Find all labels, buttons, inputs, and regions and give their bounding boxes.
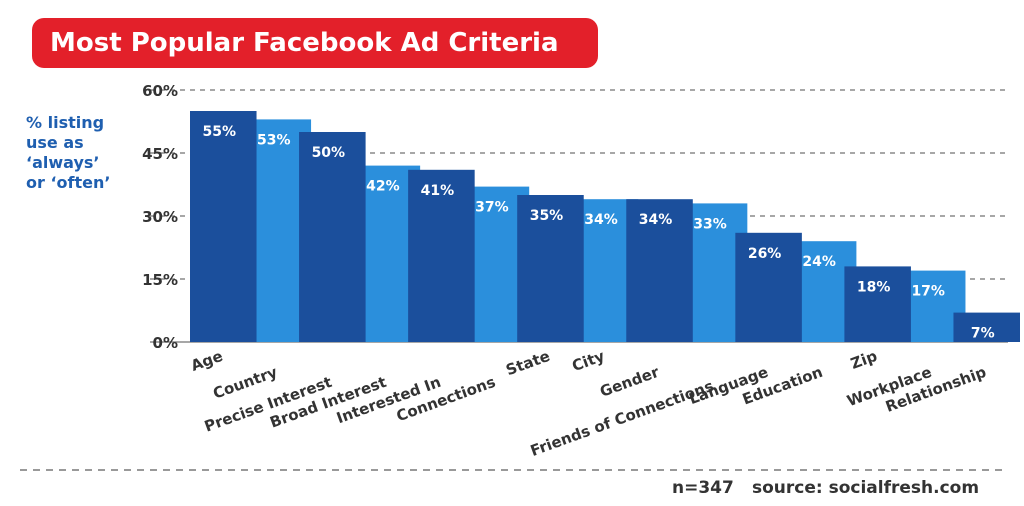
x-tick-label: City xyxy=(570,347,607,375)
y-axis-label-line: or ‘often’ xyxy=(26,173,111,192)
bar xyxy=(517,195,584,342)
y-tick-label: 30% xyxy=(142,208,178,226)
bar xyxy=(190,111,257,342)
data-label: 33% xyxy=(693,216,727,232)
data-label: 41% xyxy=(421,183,455,199)
data-label: 53% xyxy=(257,132,291,148)
data-label: 24% xyxy=(802,254,836,270)
data-label: 18% xyxy=(857,279,891,295)
data-label: 7% xyxy=(971,326,995,342)
value-labels: 55% 53% 50% 42% 41% 37% 35% 34% 34% 33% 26% 24% 18% 1… xyxy=(203,124,995,342)
y-axis-label-line: ‘always’ xyxy=(26,153,100,172)
x-tick-label: Zip xyxy=(848,347,880,373)
data-label: 34% xyxy=(584,212,618,228)
x-tick-label: Gender xyxy=(598,363,662,401)
bar xyxy=(408,169,475,342)
bar xyxy=(299,132,366,342)
bar xyxy=(844,266,911,342)
data-label: 37% xyxy=(475,200,509,216)
x-tick-label: Age xyxy=(188,347,225,375)
bar xyxy=(735,232,802,342)
y-tick-label: 0% xyxy=(153,334,178,352)
x-tick-label: State xyxy=(504,347,553,379)
y-axis-label-line: use as xyxy=(26,133,84,152)
y-tick-label: 15% xyxy=(142,271,178,289)
data-label: 42% xyxy=(366,179,400,195)
data-label: 35% xyxy=(530,208,564,224)
data-label: 55% xyxy=(203,124,237,140)
data-label: 50% xyxy=(312,145,346,161)
source-credit: source: socialfresh.com xyxy=(752,478,980,498)
y-tick-label: 45% xyxy=(142,145,178,163)
y-axis-label-line: % listing xyxy=(26,113,105,132)
y-tick-labels: 0% 15% 30% 45% 60% xyxy=(142,82,178,352)
y-axis-label: % listing use as ‘always’ or ‘often’ xyxy=(26,113,126,193)
data-label: 26% xyxy=(748,246,782,262)
bar xyxy=(953,312,1020,342)
chart-title: Most Popular Facebook Ad Criteria xyxy=(32,18,598,68)
data-label: 34% xyxy=(639,212,673,228)
sample-size: n=347 xyxy=(672,478,734,498)
data-label: 17% xyxy=(911,284,945,300)
y-tick-label: 60% xyxy=(142,82,178,100)
bar xyxy=(626,199,693,342)
bars xyxy=(190,111,1020,343)
